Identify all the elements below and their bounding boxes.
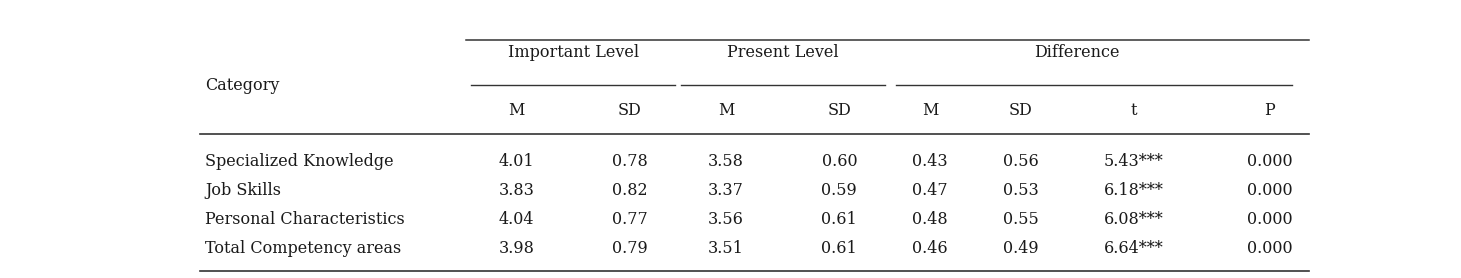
Text: 4.01: 4.01: [498, 153, 535, 170]
Text: 0.61: 0.61: [821, 240, 858, 257]
Text: 0.60: 0.60: [821, 153, 858, 170]
Text: 0.000: 0.000: [1246, 182, 1293, 199]
Text: 0.46: 0.46: [912, 240, 948, 257]
Text: M: M: [508, 102, 524, 119]
Text: 0.79: 0.79: [612, 240, 647, 257]
Text: t: t: [1131, 102, 1137, 119]
Text: 0.47: 0.47: [912, 182, 948, 199]
Text: Important Level: Important Level: [507, 44, 638, 61]
Text: 3.98: 3.98: [498, 240, 535, 257]
Text: Total Competency areas: Total Competency areas: [205, 240, 402, 257]
Text: 6.08***: 6.08***: [1105, 211, 1163, 228]
Text: M: M: [922, 102, 938, 119]
Text: 0.000: 0.000: [1246, 153, 1293, 170]
Text: Category: Category: [205, 77, 279, 94]
Text: 0.61: 0.61: [821, 211, 858, 228]
Text: 5.43***: 5.43***: [1105, 153, 1163, 170]
Text: 0.59: 0.59: [821, 182, 858, 199]
Text: 3.37: 3.37: [709, 182, 744, 199]
Text: SD: SD: [827, 102, 852, 119]
Text: Personal Characteristics: Personal Characteristics: [205, 211, 405, 228]
Text: Job Skills: Job Skills: [205, 182, 282, 199]
Text: M: M: [717, 102, 735, 119]
Text: 3.58: 3.58: [709, 153, 744, 170]
Text: 3.51: 3.51: [709, 240, 744, 257]
Text: 6.64***: 6.64***: [1105, 240, 1163, 257]
Text: SD: SD: [1008, 102, 1033, 119]
Text: 0.000: 0.000: [1246, 211, 1293, 228]
Text: P: P: [1264, 102, 1275, 119]
Text: Specialized Knowledge: Specialized Knowledge: [205, 153, 394, 170]
Text: Present Level: Present Level: [728, 44, 839, 61]
Text: 0.56: 0.56: [1002, 153, 1039, 170]
Text: 3.83: 3.83: [498, 182, 535, 199]
Text: SD: SD: [618, 102, 641, 119]
Text: 0.77: 0.77: [612, 211, 647, 228]
Text: 0.48: 0.48: [912, 211, 948, 228]
Text: 6.18***: 6.18***: [1105, 182, 1163, 199]
Text: 0.55: 0.55: [1002, 211, 1039, 228]
Text: 4.04: 4.04: [498, 211, 535, 228]
Text: 0.53: 0.53: [1002, 182, 1039, 199]
Text: Difference: Difference: [1034, 44, 1121, 61]
Text: 0.000: 0.000: [1246, 240, 1293, 257]
Text: 0.43: 0.43: [912, 153, 948, 170]
Text: 0.49: 0.49: [1002, 240, 1039, 257]
Text: 0.82: 0.82: [612, 182, 647, 199]
Text: 3.56: 3.56: [709, 211, 744, 228]
Text: 0.78: 0.78: [612, 153, 647, 170]
